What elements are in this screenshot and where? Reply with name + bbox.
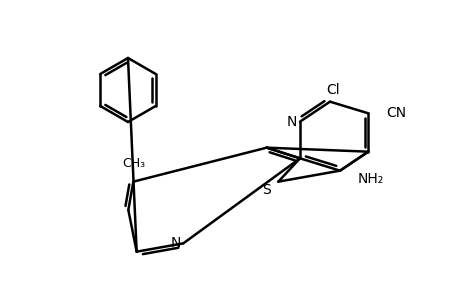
Text: S: S [261,183,270,197]
Text: CH₃: CH₃ [122,157,145,170]
Text: N: N [286,115,297,129]
Text: NH₂: NH₂ [357,172,383,186]
Text: Cl: Cl [325,83,339,97]
Text: CN: CN [386,106,406,120]
Text: N: N [170,236,180,250]
